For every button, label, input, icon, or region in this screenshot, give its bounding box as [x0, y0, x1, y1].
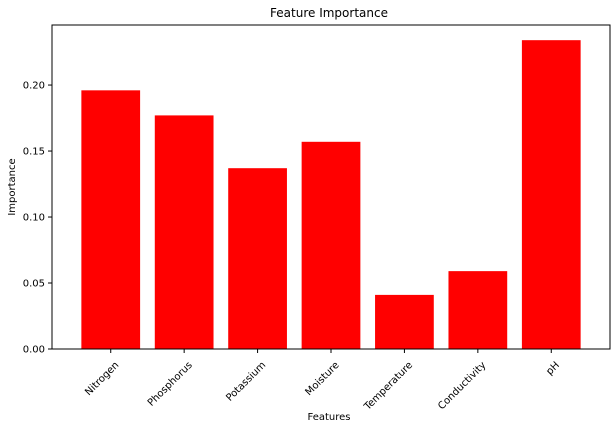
bar-conductivity: [448, 271, 508, 349]
x-tick-label: Potassium: [224, 360, 268, 404]
bar-potassium: [228, 168, 287, 349]
y-tick-label: 0.00: [23, 345, 45, 356]
plot-frame: [51, 24, 611, 350]
x-tick-label: Conductivity: [436, 360, 488, 412]
bar-phosphorus: [154, 115, 214, 349]
bar-temperature: [375, 294, 434, 349]
x-axis-label: Features: [308, 412, 351, 423]
x-tick-label: Temperature: [362, 360, 415, 413]
x-tick-label: Nitrogen: [83, 360, 121, 398]
x-tick-label: Moisture: [303, 360, 341, 398]
bars-group: [81, 40, 581, 350]
bar-moisture: [301, 141, 361, 349]
x-axis: Nitrogen Phosphorus Potassium Moisture Tempe…: [83, 349, 562, 413]
y-tick-label: 0.10: [23, 213, 45, 224]
y-tick-label: 0.05: [23, 279, 45, 290]
bar-nitrogen: [81, 90, 141, 349]
y-axis-label: Importance: [7, 158, 18, 215]
x-tick-label: Phosphorus: [146, 360, 195, 409]
y-tick-label: 0.20: [23, 81, 45, 92]
bar-ph: [521, 40, 581, 350]
chart-title: Feature Importance: [270, 6, 388, 20]
x-tick-label: pH: [544, 360, 562, 378]
y-axis: 0.00 0.05 0.10 0.15 0.20: [23, 81, 52, 356]
y-tick-label: 0.15: [23, 147, 45, 158]
